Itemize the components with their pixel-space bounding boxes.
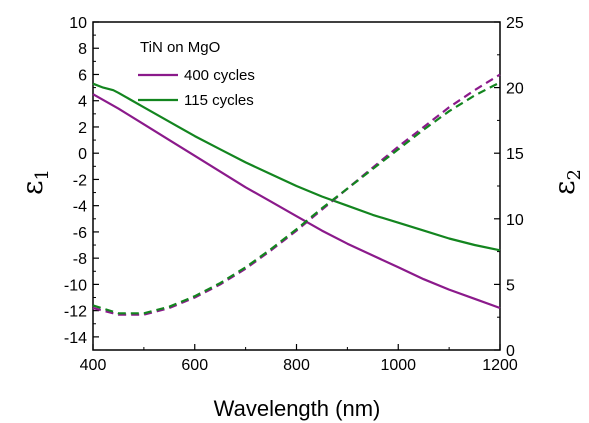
y-left-tick-label: -2 [73, 172, 87, 189]
x-axis-title: Wavelength (nm) [214, 396, 381, 421]
y-left-tick-label: -6 [73, 225, 87, 242]
series-line-115-cycles-eps1 [92, 82, 501, 252]
y-left-tick-label: -8 [73, 251, 87, 268]
x-tick-label: 1200 [482, 357, 518, 374]
left-axis-ticks: 10 8 6 4 2 0 -2 -4 -6 -8 -10 -12 -14 [64, 15, 99, 347]
y-right-tick-label: 20 [506, 81, 524, 98]
legend: TiN on MgO 400 cycles 115 cycles [138, 39, 255, 109]
y-left-tick-label: -14 [64, 330, 87, 347]
y-left-tick-label: 8 [78, 41, 87, 58]
y-left-tick-label: -12 [64, 304, 87, 321]
y-right-tick-label: 5 [506, 277, 515, 294]
y-left-tick-label: -10 [64, 277, 87, 294]
x-tick-label: 600 [181, 357, 208, 374]
x-tick-label: 1000 [380, 357, 416, 374]
legend-label-115-cycles: 115 cycles [184, 92, 254, 109]
y-right-tick-label: 10 [506, 212, 524, 229]
series-line-115-cycles-eps2 [92, 81, 501, 315]
y-right-subscript: 2 [564, 169, 585, 180]
y-right-tick-label: 0 [506, 343, 515, 360]
y-left-subscript: 1 [32, 169, 53, 180]
y-left-axis-title: ε1 [16, 169, 53, 195]
x-tick-label: 800 [283, 357, 310, 374]
series-line-400-cycles-eps2 [92, 73, 501, 316]
series-line-400-cycles-eps1 [92, 93, 501, 310]
y-left-tick-label: 4 [78, 94, 87, 111]
y-left-symbol: ε [16, 180, 49, 195]
y-right-symbol: ε [548, 180, 581, 195]
legend-label-400-cycles: 400 cycles [184, 67, 255, 84]
right-axis-ticks: 0 5 10 15 20 25 [494, 15, 524, 360]
y-left-tick-label: -4 [73, 199, 87, 216]
legend-title: TiN on MgO [140, 39, 220, 56]
y-left-tick-label: 2 [78, 120, 87, 137]
series-layer [92, 73, 501, 316]
y-right-tick-label: 15 [506, 146, 524, 163]
y-left-tick-label: 6 [78, 67, 87, 84]
y-right-axis-title: ε2 [548, 169, 585, 195]
y-right-tick-label: 25 [506, 15, 524, 32]
y-left-tick-label: 10 [69, 15, 87, 32]
y-left-tick-label: 0 [78, 146, 87, 163]
bottom-axis-ticks: 400 600 800 1000 1200 [80, 344, 518, 374]
x-tick-label: 400 [80, 357, 107, 374]
